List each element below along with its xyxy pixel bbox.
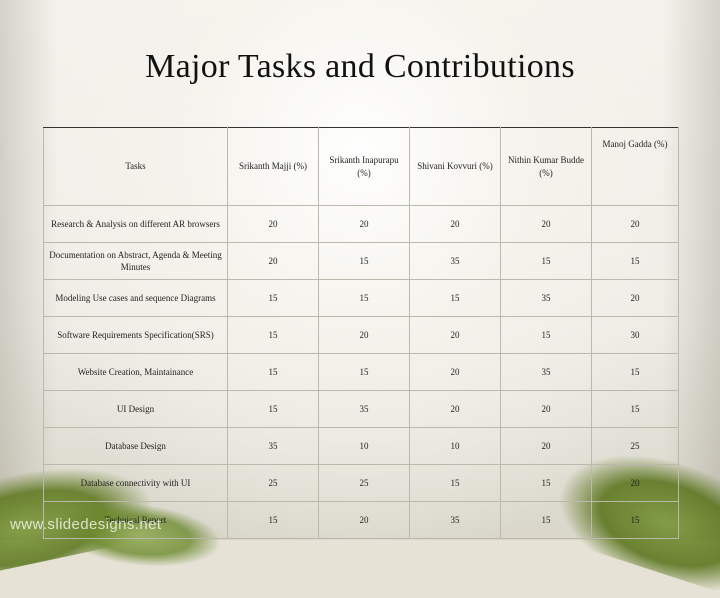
- header-srikanth-majji: Srikanth Majji (%): [227, 127, 320, 206]
- value-cell: 20: [318, 501, 411, 539]
- value-cell: 15: [500, 242, 593, 280]
- value-cell: 20: [500, 390, 593, 428]
- table-row: Software Requirements Specification(SRS)…: [42, 316, 679, 354]
- value-cell: 20: [409, 390, 502, 428]
- task-cell: Website Creation, Maintainance: [42, 353, 229, 391]
- value-cell: 35: [500, 353, 593, 391]
- task-cell: Documentation on Abstract, Agenda & Meet…: [42, 242, 229, 280]
- value-cell: 25: [318, 464, 411, 502]
- header-nithin-kumar-budde: Nithin Kumar Budde (%): [500, 127, 593, 206]
- value-cell: 15: [500, 316, 593, 354]
- value-cell: 15: [409, 279, 502, 317]
- value-cell: 15: [591, 353, 679, 391]
- value-cell: 15: [500, 464, 593, 502]
- value-cell: 30: [591, 316, 679, 354]
- header-tasks: Tasks: [42, 127, 229, 206]
- watermark-url: www.slidedesigns.net: [10, 516, 162, 533]
- value-cell: 15: [227, 279, 320, 317]
- value-cell: 20: [409, 205, 502, 243]
- value-cell: 35: [409, 242, 502, 280]
- task-cell: UI Design: [42, 390, 229, 428]
- value-cell: 20: [500, 205, 593, 243]
- value-cell: 15: [227, 501, 320, 539]
- value-cell: 15: [591, 390, 679, 428]
- value-cell: 15: [591, 501, 679, 539]
- value-cell: 20: [591, 464, 679, 502]
- table-row: UI Design 15 35 20 20 15: [42, 390, 679, 428]
- header-srikanth-inapurapu: Srikanth Inapurapu (%): [318, 127, 411, 206]
- value-cell: 15: [500, 501, 593, 539]
- table-header-row: Tasks Srikanth Majji (%) Srikanth Inapur…: [42, 127, 679, 206]
- value-cell: 15: [318, 279, 411, 317]
- contributions-table: Tasks Srikanth Majji (%) Srikanth Inapur…: [42, 127, 679, 539]
- task-cell: Research & Analysis on different AR brow…: [42, 205, 229, 243]
- value-cell: 25: [227, 464, 320, 502]
- value-cell: 35: [409, 501, 502, 539]
- value-cell: 10: [409, 427, 502, 465]
- header-shivani-kovvuri: Shivani Kovvuri (%): [409, 127, 502, 206]
- table-row: Website Creation, Maintainance 15 15 20 …: [42, 353, 679, 391]
- table-row: Modeling Use cases and sequence Diagrams…: [42, 279, 679, 317]
- value-cell: 15: [227, 353, 320, 391]
- value-cell: 15: [227, 390, 320, 428]
- table-row: Database Design 35 10 10 20 25: [42, 427, 679, 465]
- task-cell: Modeling Use cases and sequence Diagrams: [42, 279, 229, 317]
- table-row: Database connectivity with UI 25 25 15 1…: [42, 464, 679, 502]
- value-cell: 20: [318, 205, 411, 243]
- table-row: Documentation on Abstract, Agenda & Meet…: [42, 242, 679, 280]
- value-cell: 15: [591, 242, 679, 280]
- value-cell: 20: [591, 279, 679, 317]
- value-cell: 15: [227, 316, 320, 354]
- slide-title: Major Tasks and Contributions: [145, 48, 575, 85]
- task-cell: Software Requirements Specification(SRS): [42, 316, 229, 354]
- value-cell: 15: [409, 464, 502, 502]
- value-cell: 20: [227, 205, 320, 243]
- value-cell: 35: [500, 279, 593, 317]
- task-cell: Database Design: [42, 427, 229, 465]
- value-cell: 20: [227, 242, 320, 280]
- value-cell: 20: [591, 205, 679, 243]
- value-cell: 20: [500, 427, 593, 465]
- value-cell: 15: [318, 353, 411, 391]
- table-row: Technical Report 15 20 35 15 15: [42, 501, 679, 539]
- value-cell: 15: [318, 242, 411, 280]
- table-row: Research & Analysis on different AR brow…: [42, 205, 679, 243]
- value-cell: 20: [318, 316, 411, 354]
- task-cell: Database connectivity with UI: [42, 464, 229, 502]
- value-cell: 10: [318, 427, 411, 465]
- value-cell: 35: [227, 427, 320, 465]
- value-cell: 25: [591, 427, 679, 465]
- value-cell: 20: [409, 353, 502, 391]
- value-cell: 35: [318, 390, 411, 428]
- header-manoj-gadda: Manoj Gadda (%): [591, 127, 679, 206]
- task-cell: Technical Report: [42, 501, 229, 539]
- value-cell: 20: [409, 316, 502, 354]
